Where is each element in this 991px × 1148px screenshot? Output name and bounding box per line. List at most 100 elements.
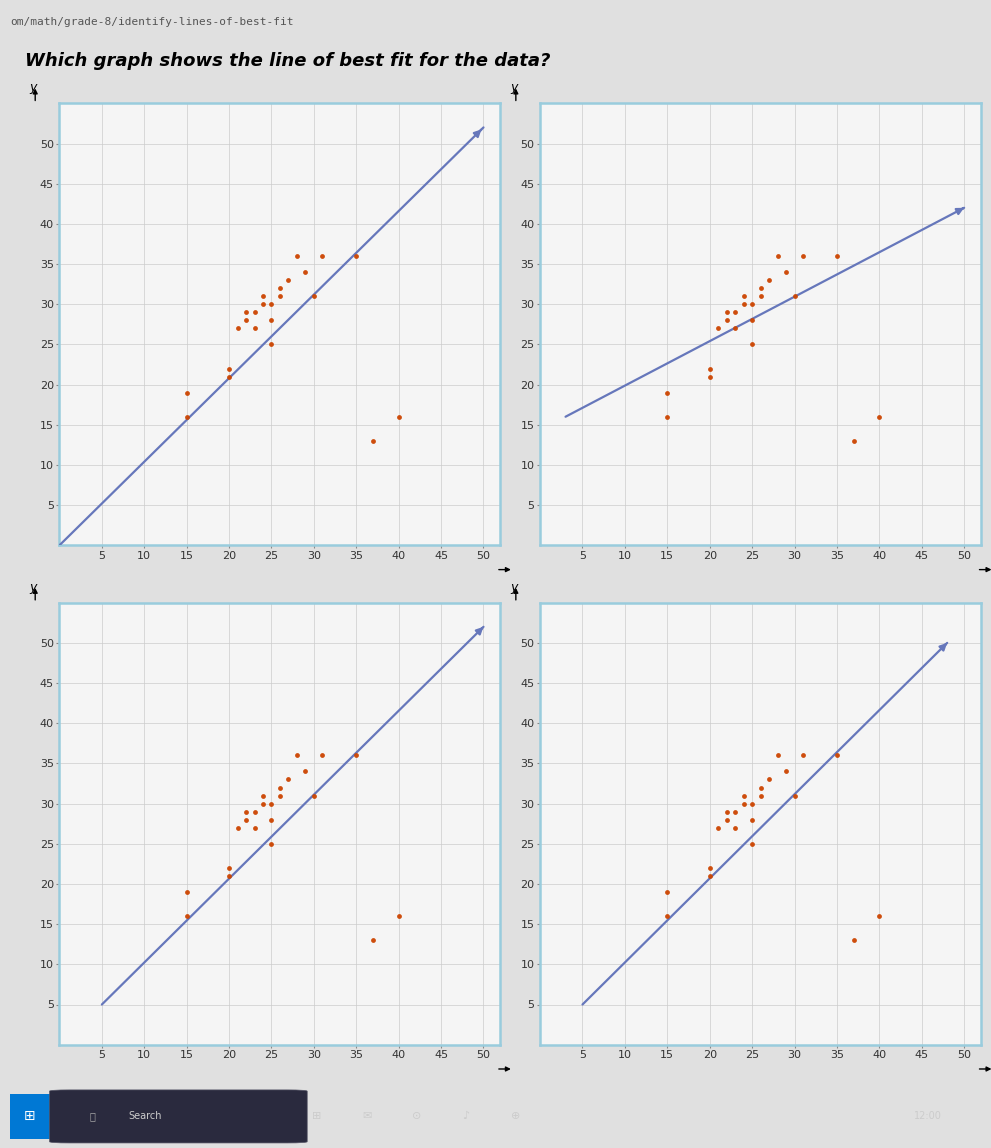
Text: y: y xyxy=(30,581,37,594)
Point xyxy=(255,287,271,305)
Text: om/math/grade-8/identify-lines-of-best-fit: om/math/grade-8/identify-lines-of-best-f… xyxy=(10,17,293,28)
Text: ⊞: ⊞ xyxy=(312,1111,322,1122)
Point xyxy=(718,303,734,321)
Point xyxy=(272,778,287,797)
Point xyxy=(711,319,726,338)
Point xyxy=(349,746,365,765)
Point xyxy=(255,786,271,805)
Point xyxy=(778,263,794,281)
Point xyxy=(702,359,717,378)
Point xyxy=(753,778,769,797)
Point xyxy=(795,746,811,765)
Text: ⊞: ⊞ xyxy=(24,1109,36,1124)
Point xyxy=(702,859,717,877)
Point xyxy=(247,319,263,338)
Point xyxy=(770,746,786,765)
Point xyxy=(314,247,330,265)
Point xyxy=(280,770,296,789)
Point xyxy=(264,311,279,329)
Point xyxy=(221,359,237,378)
Point xyxy=(718,311,734,329)
Point xyxy=(247,303,263,321)
Point xyxy=(272,786,287,805)
Point xyxy=(289,746,305,765)
Text: y: y xyxy=(30,82,37,94)
Point xyxy=(795,247,811,265)
Point xyxy=(735,786,751,805)
Point xyxy=(238,802,254,821)
Point xyxy=(702,867,717,885)
Point xyxy=(727,319,743,338)
Point xyxy=(264,794,279,813)
Point xyxy=(735,295,751,313)
Point xyxy=(829,247,845,265)
Point xyxy=(846,432,862,450)
Point xyxy=(366,432,382,450)
Point xyxy=(238,311,254,329)
Point xyxy=(264,810,279,829)
Text: ♪: ♪ xyxy=(462,1111,470,1122)
Text: y: y xyxy=(510,82,517,94)
Bar xyxy=(10,1094,50,1139)
Point xyxy=(846,931,862,949)
Point xyxy=(230,819,246,837)
Point xyxy=(264,335,279,354)
Point xyxy=(349,247,365,265)
Point xyxy=(314,746,330,765)
Point xyxy=(778,762,794,781)
Point xyxy=(297,263,313,281)
Point xyxy=(289,247,305,265)
Point xyxy=(871,907,887,925)
Point xyxy=(761,770,777,789)
Point xyxy=(221,367,237,386)
Point xyxy=(753,786,769,805)
Point xyxy=(306,287,322,305)
Point xyxy=(280,271,296,289)
Point xyxy=(770,247,786,265)
Point xyxy=(744,295,760,313)
Point xyxy=(871,408,887,426)
Point xyxy=(390,907,406,925)
Point xyxy=(727,303,743,321)
Point xyxy=(247,819,263,837)
Point xyxy=(718,802,734,821)
Point xyxy=(297,762,313,781)
Point xyxy=(221,867,237,885)
Point xyxy=(306,786,322,805)
Text: Which graph shows the line of best fit for the data?: Which graph shows the line of best fit f… xyxy=(25,52,550,70)
Point xyxy=(829,746,845,765)
Point xyxy=(744,794,760,813)
Point xyxy=(659,907,675,925)
Point xyxy=(727,819,743,837)
Point xyxy=(178,907,194,925)
Point xyxy=(178,408,194,426)
Text: ⊙: ⊙ xyxy=(411,1111,421,1122)
Point xyxy=(272,287,287,305)
Point xyxy=(390,408,406,426)
Text: Search: Search xyxy=(129,1111,163,1122)
Point xyxy=(744,835,760,853)
Point xyxy=(247,802,263,821)
Point xyxy=(659,383,675,402)
Point xyxy=(761,271,777,289)
Point xyxy=(238,810,254,829)
Text: y: y xyxy=(510,581,517,594)
Point xyxy=(659,883,675,901)
Point xyxy=(702,367,717,386)
Point xyxy=(735,287,751,305)
Point xyxy=(230,319,246,338)
Point xyxy=(366,931,382,949)
Point xyxy=(744,335,760,354)
Point xyxy=(264,835,279,853)
Point xyxy=(711,819,726,837)
Point xyxy=(787,786,803,805)
Point xyxy=(753,279,769,297)
FancyBboxPatch shape xyxy=(50,1089,307,1143)
Point xyxy=(255,295,271,313)
Point xyxy=(272,279,287,297)
Text: 🔍: 🔍 xyxy=(89,1111,95,1122)
Point xyxy=(659,408,675,426)
Point xyxy=(238,303,254,321)
Point xyxy=(727,802,743,821)
Text: ✉: ✉ xyxy=(362,1111,372,1122)
